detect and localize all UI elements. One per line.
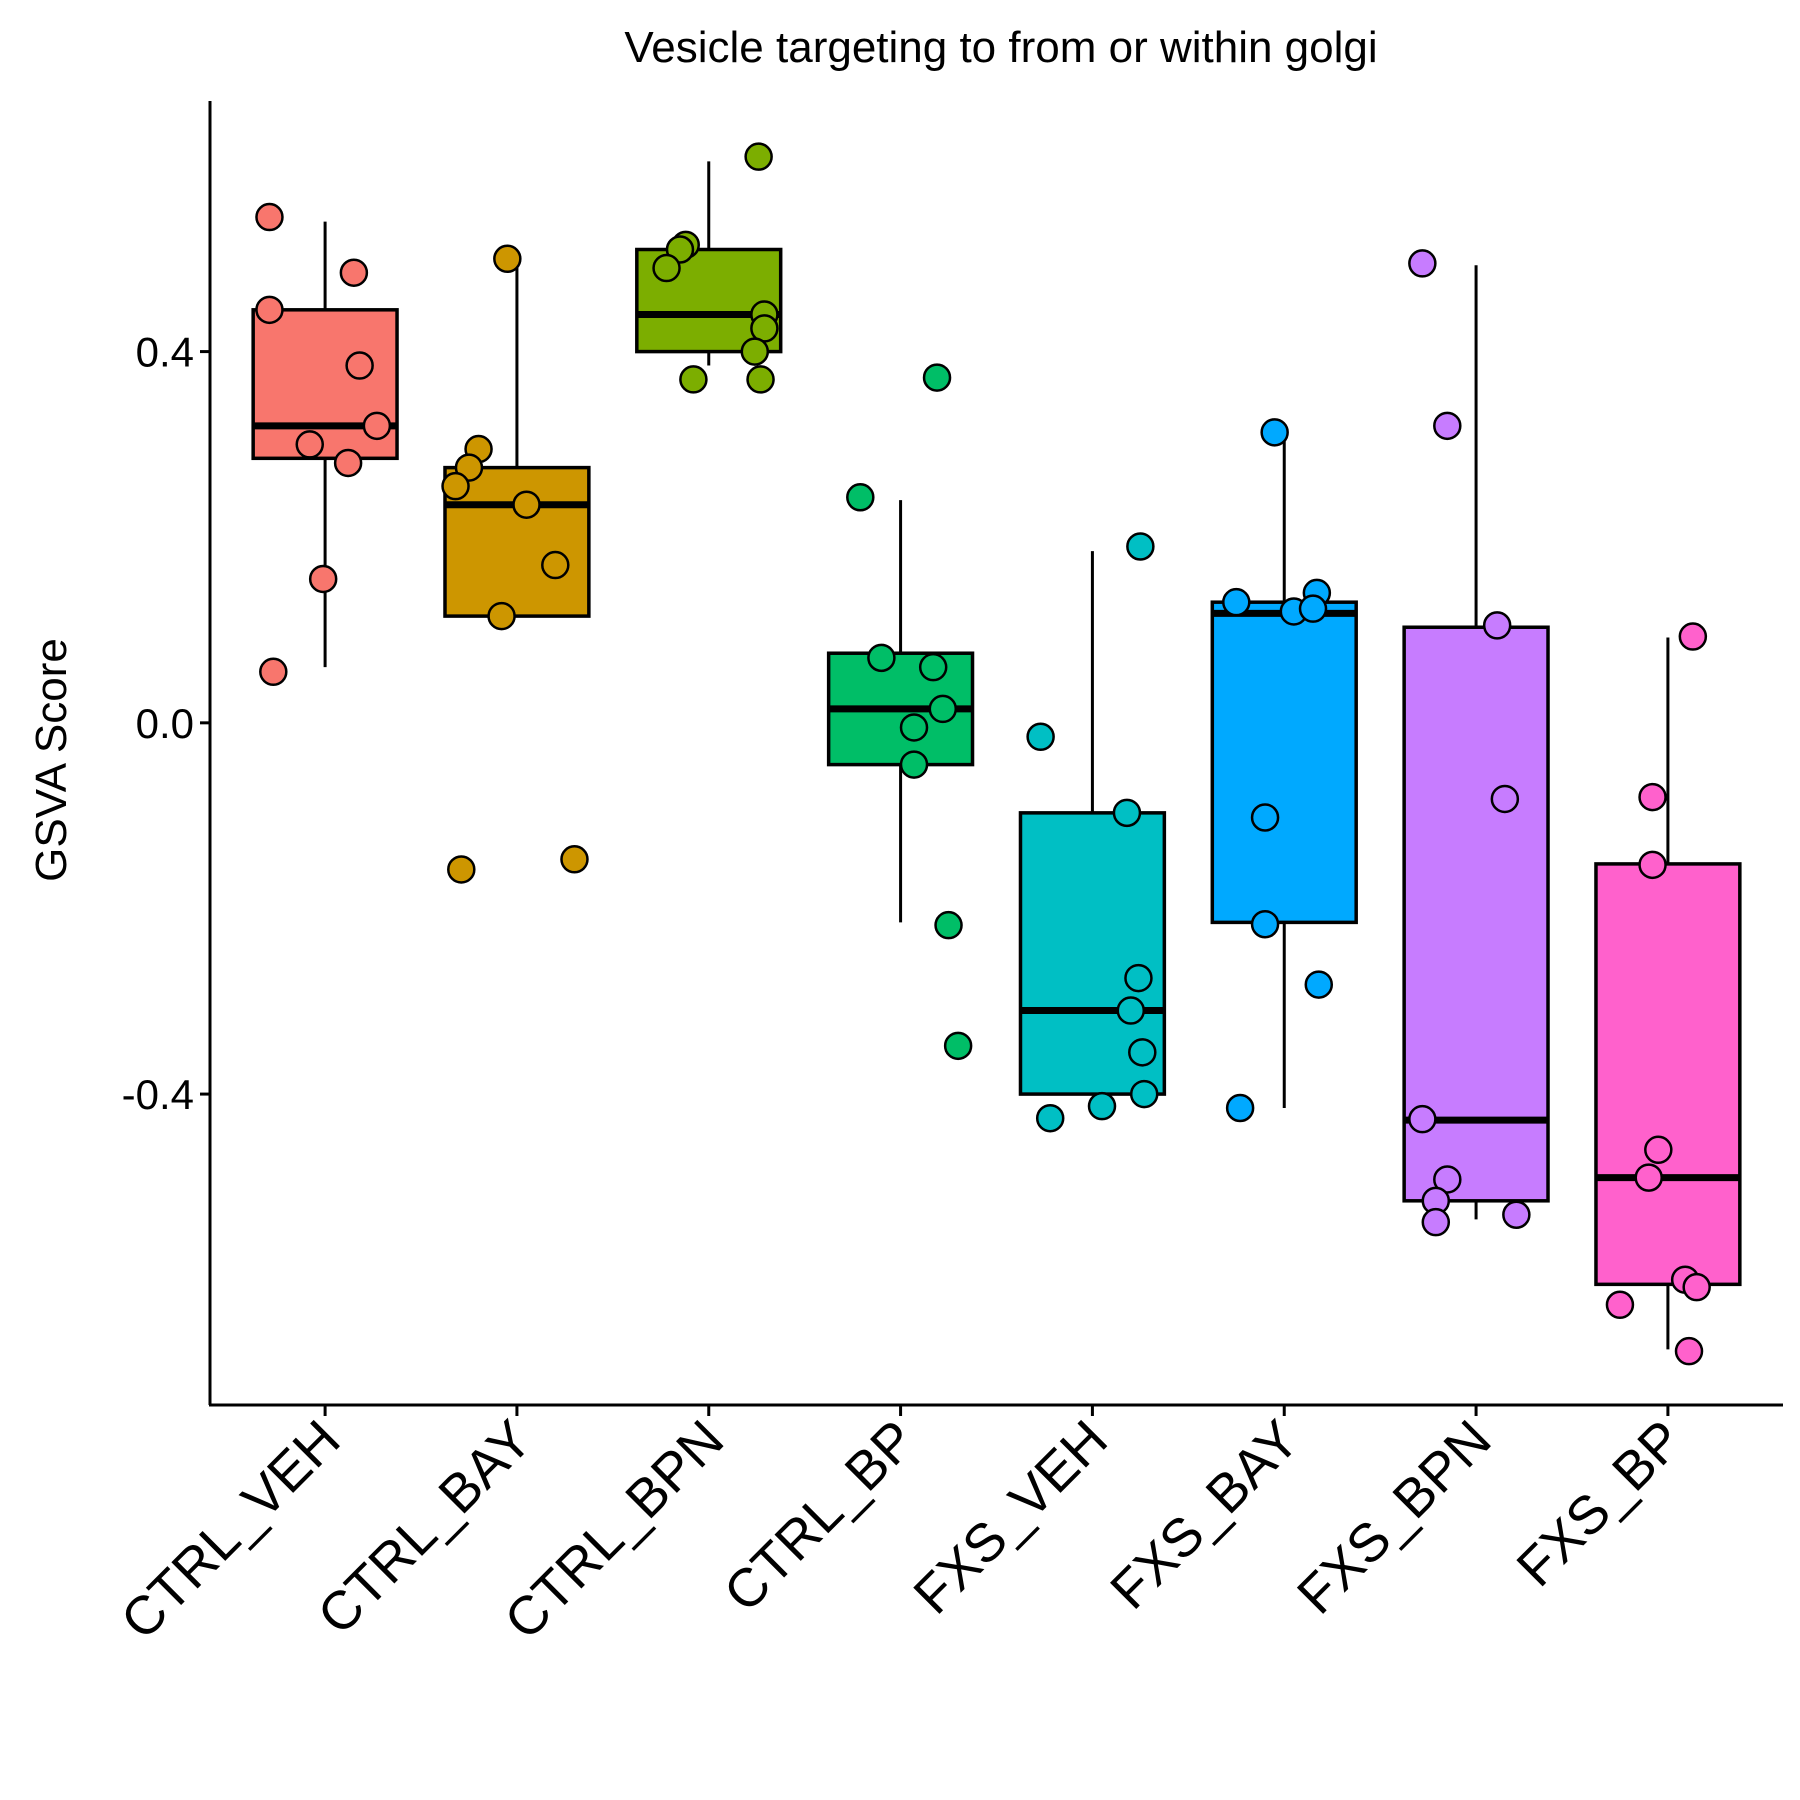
data-point — [1490, 784, 1520, 814]
y-tick-label: 0.4 — [136, 329, 194, 376]
data-point — [1638, 782, 1667, 812]
data-point — [560, 845, 589, 874]
data-point — [652, 253, 681, 283]
data-point — [928, 694, 958, 724]
data-point — [1482, 611, 1512, 640]
box-fxs-bpn — [1402, 265, 1550, 1220]
data-point — [746, 365, 775, 394]
data-point — [339, 258, 369, 287]
data-point — [1128, 1038, 1157, 1067]
data-point — [333, 448, 363, 478]
data-point — [899, 750, 929, 779]
data-point — [1124, 963, 1153, 993]
data-point — [447, 855, 476, 884]
data-point — [255, 295, 284, 325]
data-point — [541, 550, 570, 580]
data-point — [1304, 970, 1334, 999]
data-point — [1502, 1200, 1531, 1229]
box-ctrl-bay — [443, 258, 591, 618]
data-point — [1605, 1290, 1635, 1320]
x-tick-label: FXS_BAY — [1099, 1409, 1311, 1621]
data-point — [918, 652, 948, 682]
box-body — [1402, 625, 1550, 1203]
data-point — [934, 910, 963, 940]
x-tick-label: CTRL_BP — [713, 1409, 927, 1623]
boxes — [251, 161, 1742, 1350]
data-point — [1250, 909, 1280, 939]
box-ctrl-veh — [251, 221, 399, 668]
data-point — [1112, 798, 1142, 828]
box-body — [1210, 600, 1358, 925]
box-fxs-bay — [1210, 435, 1358, 1109]
data-point — [308, 564, 338, 594]
y-axis-label: GSVA Score — [27, 638, 76, 882]
data-point — [1408, 1104, 1437, 1134]
data-point — [255, 202, 284, 232]
data-point — [1035, 1103, 1065, 1133]
box-body — [1594, 862, 1742, 1287]
data-point — [1421, 1207, 1451, 1237]
x-tick-label: FXS_BPN — [1286, 1409, 1502, 1625]
data-point — [1678, 622, 1708, 651]
y-tick-label: 0.0 — [136, 700, 194, 747]
data-point — [512, 490, 541, 519]
data-point — [740, 337, 770, 366]
box-body — [443, 465, 591, 618]
x-tick-label: CTRL_VEH — [110, 1409, 352, 1651]
data-point — [1126, 532, 1155, 561]
points — [255, 142, 1711, 1366]
x-ticks: CTRL_VEHCTRL_BAYCTRL_BPNCTRL_BPFXS_VEHFX… — [110, 1405, 1695, 1651]
data-point — [1225, 1093, 1255, 1123]
data-point — [345, 351, 374, 380]
data-point — [362, 411, 392, 441]
y-ticks: -0.4 0.0 0.4 — [122, 329, 210, 1118]
data-point — [943, 1031, 973, 1061]
data-point — [441, 471, 470, 501]
y-tick-label: -0.4 — [122, 1071, 194, 1118]
data-point — [1129, 1079, 1159, 1109]
data-point — [922, 363, 952, 392]
data-point — [295, 430, 325, 459]
data-point — [1222, 587, 1251, 617]
data-point — [1298, 594, 1328, 623]
data-point — [1682, 1272, 1711, 1302]
data-point — [1408, 249, 1437, 278]
data-point — [1116, 996, 1146, 1025]
x-tick-label: FXS_VEH — [902, 1409, 1118, 1625]
data-point — [679, 365, 708, 394]
data-point — [1638, 850, 1667, 880]
data-point — [1674, 1336, 1704, 1366]
box-fxs-bp — [1594, 637, 1742, 1350]
data-point — [259, 657, 288, 687]
chart-title: Vesicle targeting to from or within golg… — [624, 23, 1377, 72]
data-point — [899, 713, 929, 742]
data-point — [744, 142, 773, 171]
data-point — [1250, 803, 1280, 832]
data-point — [1260, 418, 1289, 447]
data-point — [1433, 411, 1462, 441]
data-point — [1087, 1091, 1117, 1121]
x-tick-label: FXS_BP — [1506, 1409, 1695, 1598]
data-point — [1644, 1135, 1673, 1165]
data-point — [1634, 1163, 1663, 1192]
data-point — [1026, 722, 1055, 752]
data-point — [493, 244, 522, 274]
data-point — [846, 483, 875, 512]
data-point — [487, 601, 516, 631]
data-point — [867, 643, 896, 673]
